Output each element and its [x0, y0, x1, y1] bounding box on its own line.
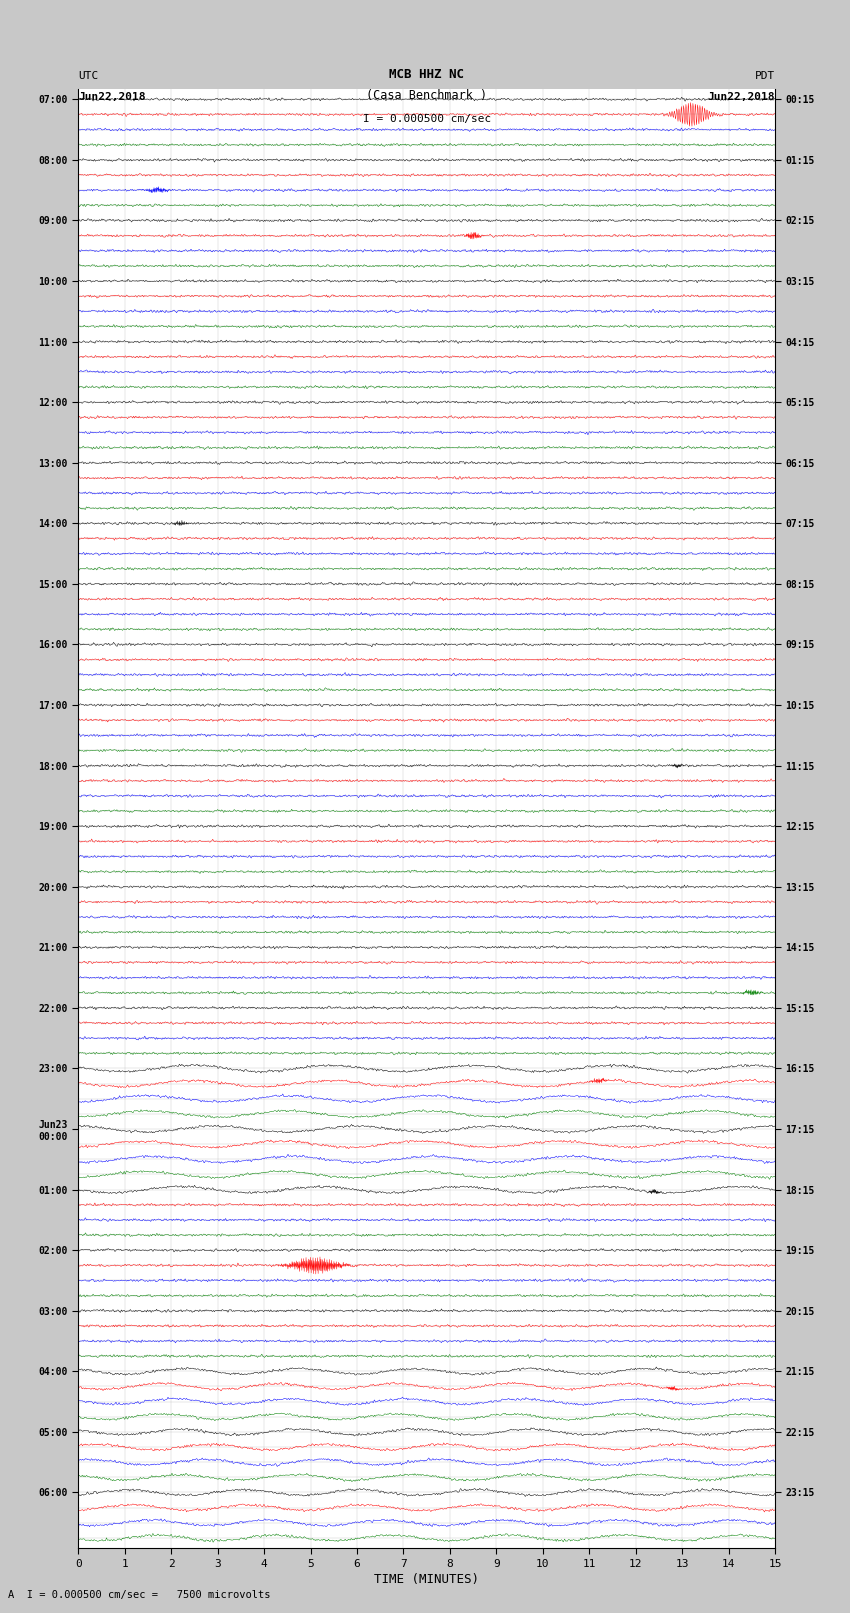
X-axis label: TIME (MINUTES): TIME (MINUTES)	[374, 1573, 479, 1586]
Text: (Casa Benchmark ): (Casa Benchmark )	[366, 89, 487, 102]
Text: MCB HHZ NC: MCB HHZ NC	[389, 68, 464, 81]
Text: A  I = 0.000500 cm/sec =   7500 microvolts: A I = 0.000500 cm/sec = 7500 microvolts	[8, 1590, 271, 1600]
Text: Jun22,2018: Jun22,2018	[708, 92, 775, 102]
Text: UTC: UTC	[78, 71, 99, 81]
Text: Jun22,2018: Jun22,2018	[78, 92, 145, 102]
Text: PDT: PDT	[755, 71, 775, 81]
Text: I = 0.000500 cm/sec: I = 0.000500 cm/sec	[363, 115, 490, 124]
